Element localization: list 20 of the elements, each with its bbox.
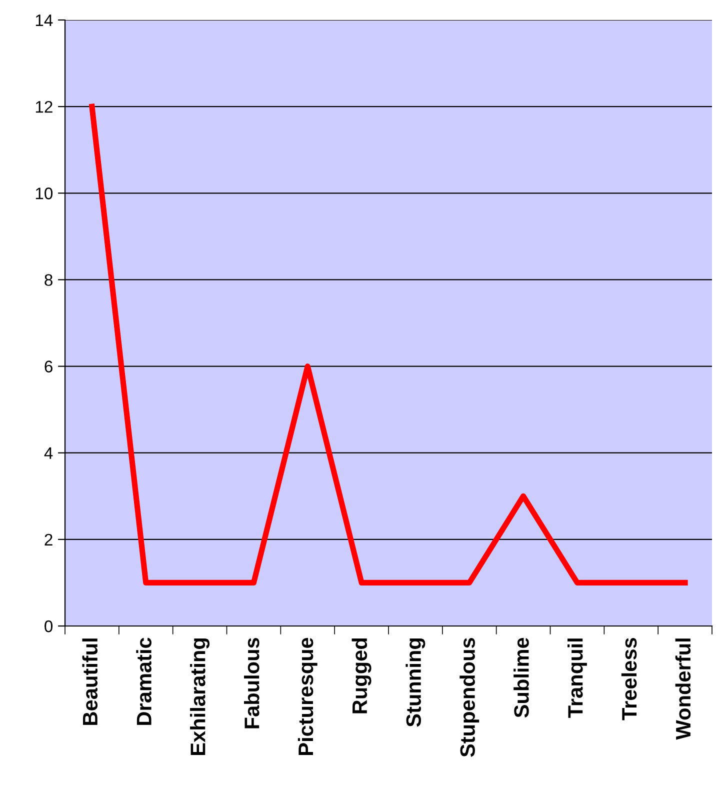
x-tick-label: Wonderful xyxy=(675,638,691,740)
y-tick-label: 4 xyxy=(44,447,53,459)
x-tick-label: Fabulous xyxy=(244,638,260,728)
y-tick-label: 0 xyxy=(44,620,53,632)
x-tick-label: Dramatic xyxy=(136,638,152,725)
y-tick-label: 10 xyxy=(36,188,53,200)
x-tick-label: Tranquil xyxy=(568,638,587,718)
x-tick-label: Stupendous xyxy=(460,638,480,757)
y-tick-label: 2 xyxy=(44,534,52,546)
y-tick-label: 12 xyxy=(36,100,52,113)
y-tick-label: 8 xyxy=(44,274,52,286)
x-tick-label: Picturesque xyxy=(298,638,318,755)
x-tick-label: Stunning xyxy=(406,638,426,727)
x-tick-label: Rugged xyxy=(352,638,372,714)
y-tick-label: 14 xyxy=(36,14,53,26)
x-tick-label: Sublime xyxy=(514,638,529,718)
x-tick-label: Exhilarating xyxy=(190,638,210,755)
x-tick-label: Treeless xyxy=(621,638,637,720)
x-tick-label: Beautiful xyxy=(82,638,98,725)
y-tick-label: 6 xyxy=(44,360,52,372)
